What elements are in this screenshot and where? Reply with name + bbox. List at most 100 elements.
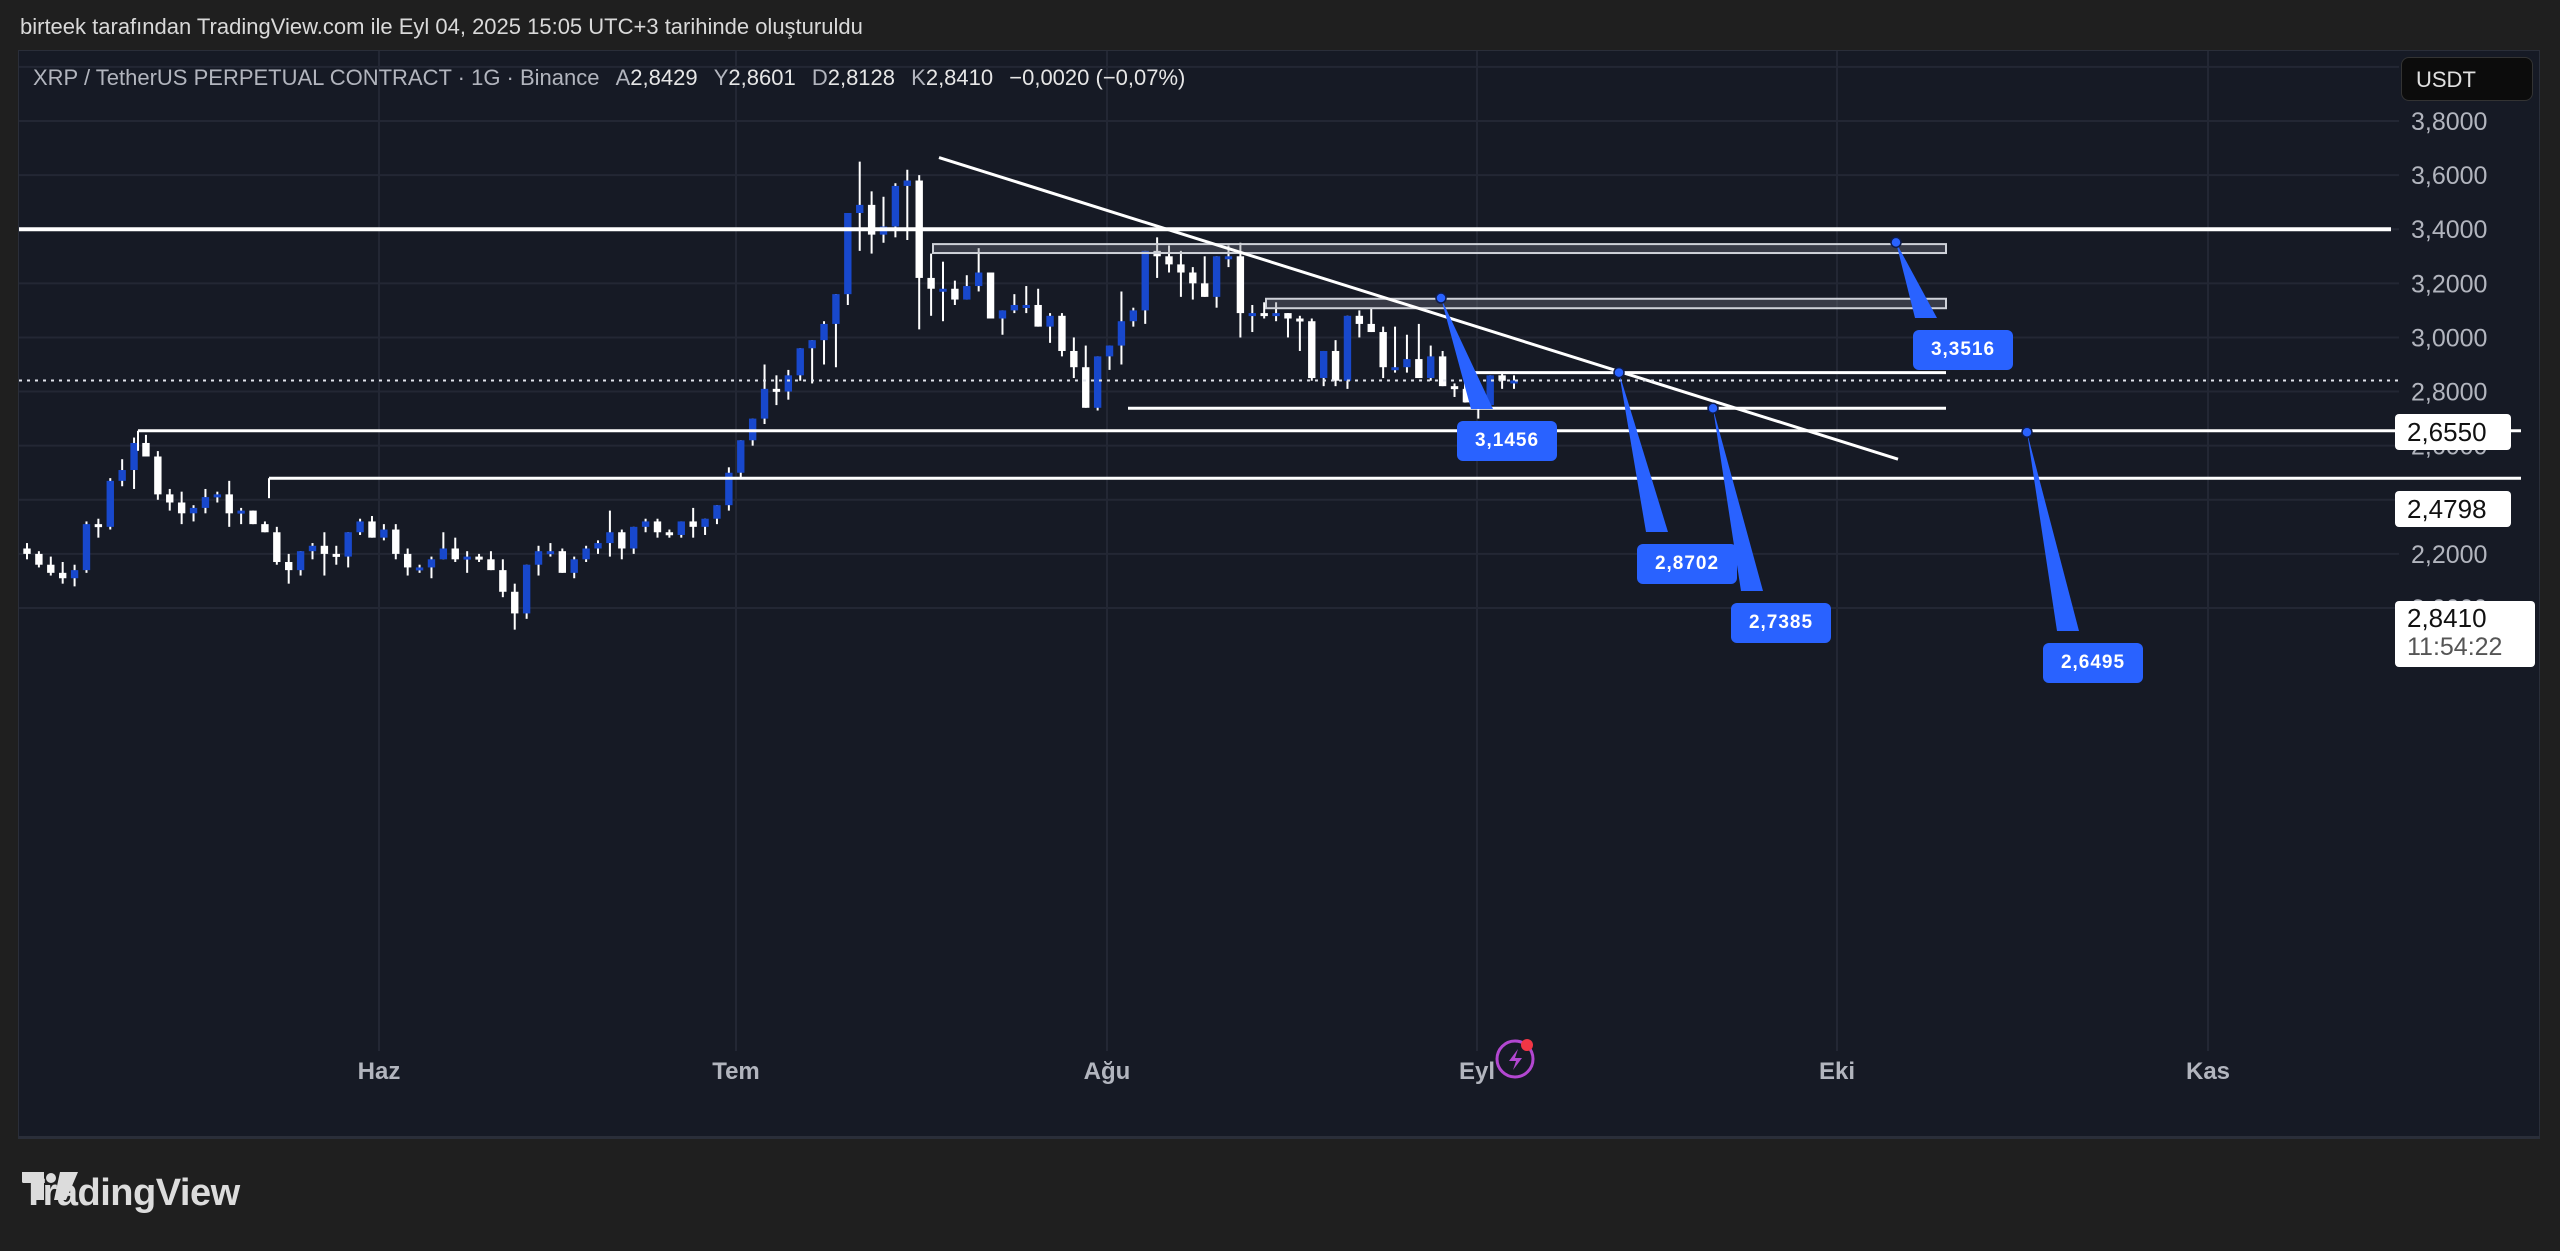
candle[interactable] (1450, 383, 1459, 397)
candle[interactable] (522, 564, 531, 619)
candle[interactable] (1010, 294, 1019, 314)
candle[interactable] (1105, 345, 1114, 370)
candle[interactable] (94, 518, 103, 538)
candle[interactable] (618, 529, 626, 560)
candle[interactable] (237, 507, 245, 525)
candle[interactable] (701, 518, 709, 535)
candle[interactable] (1022, 286, 1030, 314)
candle[interactable] (784, 369, 793, 400)
candle[interactable] (879, 196, 888, 243)
candle[interactable] (582, 545, 590, 563)
candle[interactable] (1272, 302, 1280, 322)
candle[interactable] (261, 521, 269, 533)
candle[interactable] (689, 507, 697, 538)
candle[interactable] (998, 310, 1007, 335)
candle[interactable] (1141, 250, 1149, 324)
candle[interactable] (963, 275, 971, 300)
candle[interactable] (927, 253, 935, 316)
candle[interactable] (867, 191, 876, 254)
callout-2-7385[interactable]: 2,7385 (1731, 603, 1831, 643)
candle[interactable] (356, 518, 364, 535)
chart-panel[interactable]: 3,80003,60003,40003,20003,00002,80002,60… (18, 50, 2540, 1139)
candle[interactable] (1343, 315, 1352, 389)
price-zone[interactable] (1265, 297, 1947, 310)
candle[interactable] (213, 491, 222, 503)
candle[interactable] (273, 526, 281, 565)
candle[interactable] (986, 272, 995, 319)
candle[interactable] (189, 505, 198, 522)
candle[interactable] (939, 261, 947, 322)
candle[interactable] (1486, 375, 1494, 408)
candle[interactable] (1510, 375, 1518, 389)
candle[interactable] (844, 212, 852, 305)
candle[interactable] (558, 548, 567, 573)
candle[interactable] (1117, 291, 1126, 365)
candle[interactable] (201, 488, 210, 514)
candle[interactable] (1284, 313, 1292, 338)
candle[interactable] (166, 488, 174, 511)
currency-button[interactable]: USDT (2401, 57, 2533, 101)
candle[interactable] (1082, 345, 1090, 408)
candle[interactable] (296, 551, 305, 576)
candle[interactable] (249, 510, 257, 525)
candle[interactable] (1212, 256, 1221, 308)
candle[interactable] (1296, 315, 1304, 351)
candle[interactable] (594, 540, 602, 554)
candle[interactable] (439, 532, 448, 560)
candle[interactable] (47, 556, 55, 576)
candle[interactable] (1427, 345, 1435, 381)
candle[interactable] (1355, 310, 1364, 338)
candle[interactable] (475, 553, 483, 563)
candle[interactable] (630, 526, 638, 554)
candle[interactable] (499, 559, 507, 598)
lightning-event-icon[interactable] (1495, 1039, 1535, 1079)
candle[interactable] (1391, 326, 1399, 373)
candle[interactable] (380, 524, 388, 541)
candle[interactable] (451, 537, 459, 563)
candle[interactable] (772, 375, 781, 406)
candle[interactable] (392, 524, 400, 560)
candle[interactable] (70, 564, 79, 587)
descending-trendline[interactable] (938, 156, 1899, 461)
candle[interactable] (1058, 313, 1066, 357)
candle[interactable] (760, 364, 769, 425)
candle[interactable] (23, 543, 31, 560)
callout-3-3516[interactable]: 3,3516 (1913, 330, 2013, 370)
candle[interactable] (59, 562, 67, 584)
candle[interactable] (1189, 267, 1197, 300)
candle[interactable] (130, 437, 138, 489)
candle[interactable] (1403, 334, 1411, 373)
candle[interactable] (1438, 350, 1447, 387)
candle[interactable] (177, 491, 186, 525)
candle[interactable] (332, 545, 340, 565)
candle[interactable] (1498, 372, 1506, 389)
candle[interactable] (665, 529, 674, 538)
candle[interactable] (1415, 323, 1423, 379)
candle[interactable] (820, 321, 828, 365)
candle[interactable] (463, 551, 471, 573)
candle[interactable] (951, 280, 959, 305)
candle[interactable] (1201, 256, 1209, 297)
candle[interactable] (1034, 288, 1042, 327)
candle[interactable] (1070, 337, 1078, 379)
candle[interactable] (641, 518, 650, 533)
candle[interactable] (1260, 302, 1268, 319)
candle[interactable] (606, 510, 614, 557)
candle[interactable] (344, 532, 352, 568)
candle[interactable] (534, 545, 543, 576)
candle[interactable] (546, 543, 555, 557)
candle[interactable] (35, 551, 43, 568)
tradingview-logo[interactable]: TradingView (22, 1172, 240, 1215)
candle[interactable] (725, 467, 733, 511)
candle[interactable] (142, 434, 150, 457)
candle[interactable] (1177, 250, 1185, 297)
candle[interactable] (1367, 307, 1375, 333)
candle[interactable] (82, 521, 91, 573)
candle[interactable] (415, 564, 424, 573)
candle[interactable] (1236, 242, 1245, 338)
candle[interactable] (487, 551, 495, 571)
candle[interactable] (106, 478, 114, 530)
price-zone[interactable] (932, 243, 1947, 255)
candle[interactable] (1129, 307, 1138, 327)
candle[interactable] (1331, 340, 1340, 387)
